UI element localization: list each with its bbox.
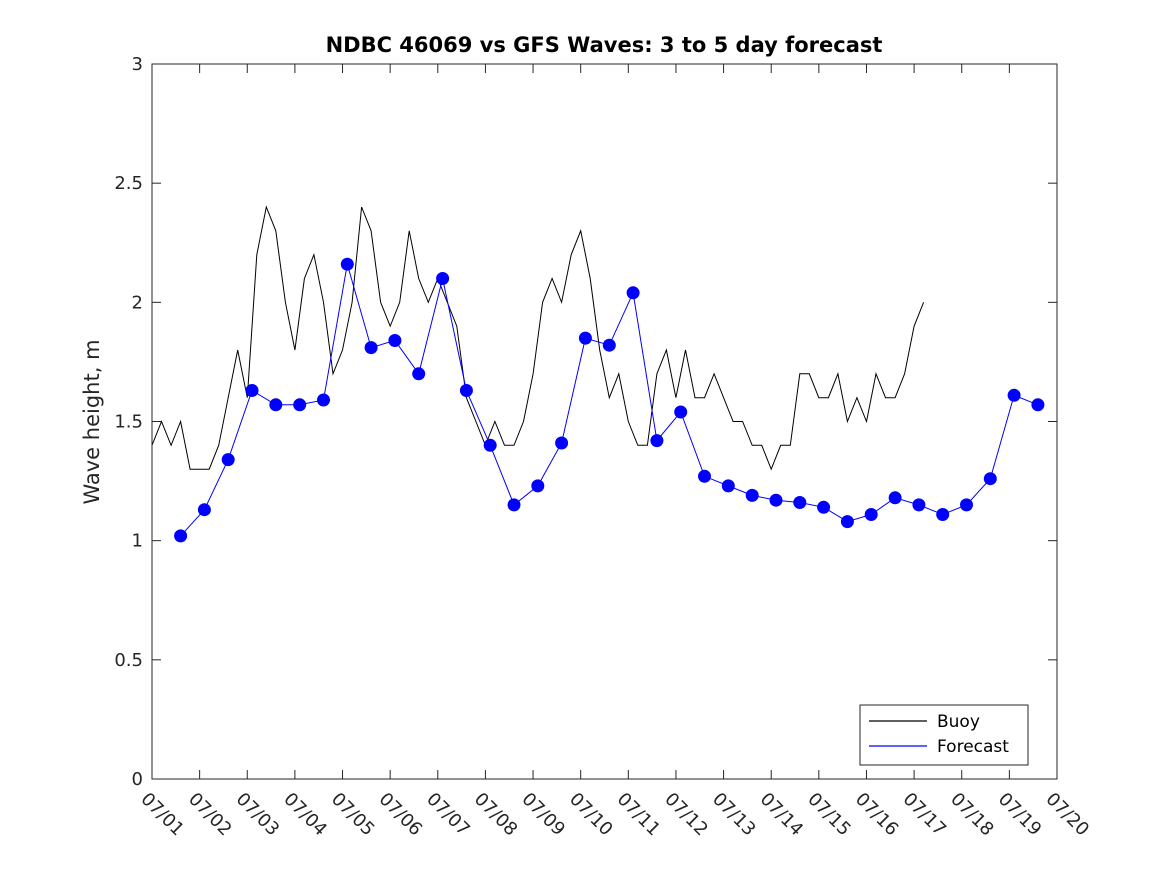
x-tick-label: 07/13	[708, 789, 760, 841]
x-tick-label: 07/07	[422, 789, 474, 841]
x-tick-label: 07/16	[851, 789, 903, 841]
forecast-point	[769, 493, 783, 507]
chart-title: NDBC 46069 vs GFS Waves: 3 to 5 day fore…	[326, 33, 883, 57]
x-tick-label: 07/08	[470, 789, 522, 841]
legend-label-forecast: Forecast	[937, 737, 1009, 757]
forecast-point	[721, 479, 735, 493]
x-tick-label: 07/20	[1041, 789, 1093, 841]
legend-label-buoy: Buoy	[937, 712, 980, 732]
forecast-point	[960, 498, 973, 512]
forecast-point	[698, 469, 711, 483]
x-tick-label: 07/15	[803, 789, 855, 841]
x-tick-label: 07/02	[184, 789, 236, 841]
forecast-point	[888, 491, 902, 505]
x-tick-label: 07/11	[613, 789, 665, 841]
forecast-point	[912, 498, 926, 512]
forecast-point	[364, 341, 378, 355]
y-tick-label: 1	[132, 531, 143, 552]
forecast-point	[221, 453, 235, 467]
forecast-point	[197, 503, 211, 517]
forecast-point	[1007, 388, 1021, 402]
forecast-point	[340, 257, 354, 271]
forecast-point	[650, 434, 664, 448]
x-tick-label: 07/09	[518, 789, 570, 841]
forecast-point	[936, 508, 950, 521]
forecast-point	[745, 488, 759, 502]
y-tick-label: 0	[132, 769, 143, 790]
y-tick-label: 0.5	[114, 650, 143, 671]
forecast-point	[507, 498, 521, 512]
series-layer	[151, 205, 1045, 543]
forecast-point	[626, 286, 640, 300]
plot-background	[152, 64, 1057, 779]
legend-box	[859, 704, 1029, 766]
forecast-point	[674, 405, 688, 419]
forecast-point	[317, 393, 330, 407]
forecast-point	[864, 508, 878, 521]
forecast-point	[983, 472, 997, 486]
y-tick-label: 2.5	[114, 173, 143, 194]
forecast-point	[817, 500, 831, 514]
forecast-point	[483, 438, 497, 452]
x-tick-label: 07/04	[279, 789, 331, 841]
forecast-point	[578, 331, 592, 345]
forecast-point	[269, 398, 283, 412]
x-tick-label: 07/19	[994, 789, 1046, 841]
x-tick-label: 07/14	[756, 789, 808, 841]
series-line-buoy	[151, 205, 925, 471]
x-tick-label: 07/10	[565, 789, 617, 841]
y-axis-label: Wave height, m	[80, 339, 104, 504]
forecast-point	[459, 384, 473, 397]
x-tick-label: 07/17	[899, 789, 951, 841]
forecast-point	[388, 334, 402, 347]
y-tick-label: 2	[132, 292, 143, 313]
plot-area	[152, 64, 1057, 779]
forecast-point	[531, 479, 545, 493]
x-tick-label: 07/01	[136, 789, 188, 841]
forecast-point	[840, 515, 854, 529]
forecast-point	[436, 272, 450, 285]
forecast-point	[174, 529, 188, 543]
forecast-point	[293, 398, 307, 412]
forecast-point	[1031, 398, 1045, 412]
x-tick-label: 07/18	[946, 789, 998, 841]
x-tick-label: 07/03	[232, 789, 284, 841]
forecast-point	[555, 436, 569, 450]
y-tick-label: 1.5	[114, 412, 143, 433]
x-tick-label: 07/06	[375, 789, 427, 841]
forecast-point	[245, 384, 259, 397]
y-tick-label: 3	[132, 54, 143, 75]
legend: Buoy Forecast	[859, 704, 1029, 766]
forecast-point	[793, 496, 807, 509]
forecast-point	[602, 338, 616, 352]
forecast-point	[412, 367, 426, 381]
x-tick-label: 07/12	[660, 789, 712, 841]
x-tick-label: 07/05	[327, 789, 379, 841]
